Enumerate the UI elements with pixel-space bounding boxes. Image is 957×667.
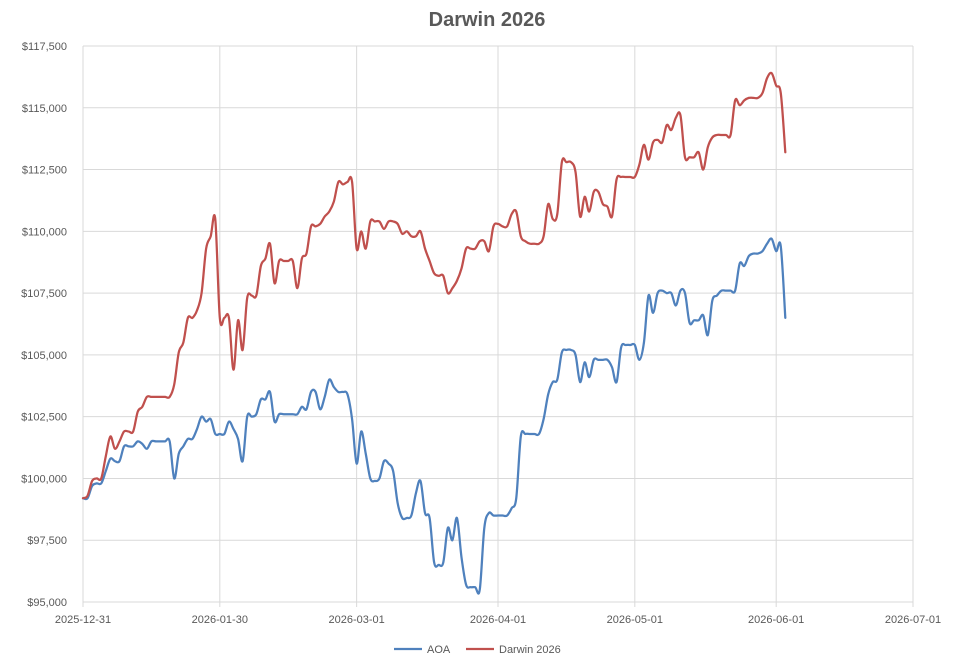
- y-tick-label: $95,000: [27, 597, 67, 609]
- legend-label: Darwin 2026: [499, 644, 561, 656]
- y-tick-label: $97,500: [27, 535, 67, 547]
- gridlines: [82, 45, 914, 607]
- y-tick-label: $100,000: [21, 473, 67, 485]
- series-lines: [81, 71, 787, 595]
- x-tick-label: 2026-06-01: [748, 614, 804, 626]
- y-tick-label: $102,500: [21, 412, 67, 424]
- y-tick-label: $107,500: [21, 288, 67, 300]
- x-tick-label: 2025-12-31: [55, 614, 111, 626]
- x-tick-label: 2026-01-30: [192, 614, 248, 626]
- legend: AOA Darwin 2026: [394, 644, 561, 656]
- legend-label: AOA: [427, 644, 451, 656]
- x-tick-label: 2026-05-01: [607, 614, 663, 626]
- x-tick-label: 2026-03-01: [328, 614, 384, 626]
- y-tick-label: $112,500: [22, 165, 67, 177]
- y-tick-label: $105,000: [21, 350, 67, 362]
- y-tick-label: $115,000: [22, 103, 67, 115]
- x-tick-label: 2026-04-01: [470, 614, 526, 626]
- chart-title: Darwin 2026: [429, 9, 546, 31]
- series-line-darwin-2026: [81, 71, 787, 500]
- y-axis-tick-labels: $95,000 $97,500 $100,000 $102,500 $105,000 $1…: [21, 41, 67, 609]
- y-tick-label: $110,000: [22, 226, 67, 238]
- series-line-aoa: [81, 237, 787, 595]
- y-tick-label: $117,500: [22, 41, 67, 53]
- x-axis-tick-labels: 2025-12-31 2026-01-30 2026-03-01 2026-04-01…: [55, 614, 941, 626]
- x-tick-label: 2026-07-01: [885, 614, 941, 626]
